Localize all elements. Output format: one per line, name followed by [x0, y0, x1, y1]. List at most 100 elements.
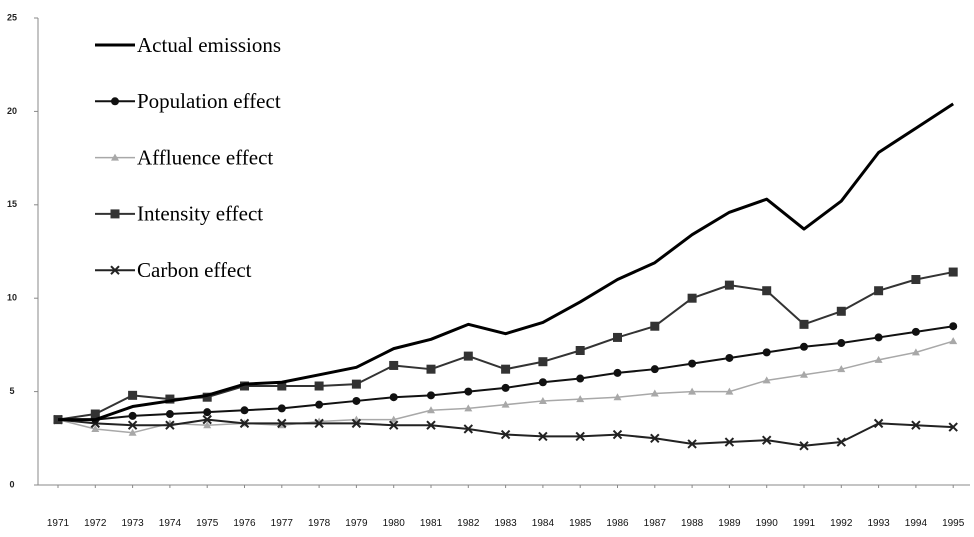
point	[203, 408, 212, 417]
point	[650, 389, 659, 397]
point	[837, 339, 846, 348]
point	[650, 321, 660, 331]
point	[127, 420, 138, 430]
point	[613, 368, 622, 377]
point	[650, 433, 660, 444]
y-tick-label: 15	[7, 199, 17, 209]
point	[389, 415, 398, 423]
point	[650, 365, 659, 374]
point	[277, 381, 287, 391]
point	[538, 431, 548, 442]
point	[351, 418, 362, 429]
point	[388, 420, 399, 430]
legend-label: Carbon effect	[137, 258, 252, 282]
legend-label: Affluence effect	[137, 145, 273, 169]
legend-label: Actual emissions	[137, 33, 281, 57]
point	[687, 293, 697, 303]
x-tick-label: 1971	[47, 518, 70, 529]
point	[389, 393, 398, 402]
series	[58, 102, 955, 422]
point	[837, 365, 846, 373]
point	[836, 306, 846, 316]
point	[463, 424, 474, 434]
point	[500, 429, 511, 440]
point	[575, 431, 585, 442]
point	[911, 275, 921, 285]
x-tick-label: 1974	[159, 518, 182, 529]
point	[90, 409, 100, 419]
x-tick-label: 1984	[532, 518, 555, 529]
point	[427, 406, 435, 414]
point	[538, 378, 547, 387]
point	[165, 410, 174, 419]
point	[949, 322, 958, 331]
x-tick-label: 1985	[569, 518, 592, 529]
point	[427, 391, 435, 400]
point	[239, 418, 250, 429]
point	[111, 153, 119, 161]
y-tick-label: 10	[7, 293, 17, 303]
point	[110, 265, 120, 275]
point	[203, 421, 212, 429]
point	[799, 441, 809, 451]
y-tick-label: 20	[7, 106, 17, 116]
x-tick-label: 1991	[793, 518, 816, 529]
series	[53, 267, 958, 425]
x-tick-label: 1976	[233, 518, 256, 529]
point	[613, 332, 622, 342]
point	[612, 429, 623, 440]
x-tick-label: 1994	[905, 518, 928, 529]
x-tick-label: 1995	[942, 518, 965, 529]
x-tick-label: 1986	[606, 518, 629, 529]
point	[873, 418, 884, 429]
point	[314, 418, 324, 429]
x-tick-label: 1977	[271, 518, 294, 529]
point	[800, 342, 808, 351]
point	[948, 422, 958, 432]
series-line	[57, 418, 954, 447]
point	[688, 359, 697, 368]
point	[111, 97, 119, 106]
point	[874, 355, 883, 363]
y-tick-label: 0	[9, 479, 14, 489]
point	[277, 404, 286, 413]
point	[351, 379, 361, 389]
point	[800, 370, 808, 378]
point	[110, 209, 120, 219]
point	[165, 394, 175, 404]
point	[128, 390, 138, 400]
point	[426, 420, 436, 430]
point	[240, 381, 249, 391]
y-tick-label: 25	[7, 12, 17, 22]
point	[576, 395, 585, 403]
point	[501, 364, 511, 374]
series	[54, 322, 958, 424]
x-tick-label: 1992	[830, 518, 853, 529]
x-tick-label: 1980	[383, 518, 406, 529]
point	[874, 333, 883, 342]
point	[426, 364, 436, 374]
point	[762, 348, 771, 357]
point	[538, 396, 547, 404]
series	[53, 414, 958, 451]
point	[91, 424, 100, 432]
x-tick-label: 1990	[756, 518, 779, 529]
point	[202, 392, 212, 402]
point	[538, 357, 548, 367]
point	[128, 428, 137, 436]
point	[836, 437, 847, 447]
point	[911, 348, 920, 356]
x-tick-label: 1983	[494, 518, 517, 529]
point	[948, 267, 958, 277]
point	[724, 437, 735, 447]
x-tick-label: 1981	[420, 518, 443, 529]
point	[725, 387, 734, 395]
point	[464, 404, 473, 412]
x-tick-label: 1988	[681, 518, 704, 529]
point	[315, 400, 324, 409]
point	[576, 374, 585, 383]
x-tick-label: 1975	[196, 518, 219, 529]
point	[799, 319, 809, 329]
x-tick-label: 1978	[308, 518, 331, 529]
